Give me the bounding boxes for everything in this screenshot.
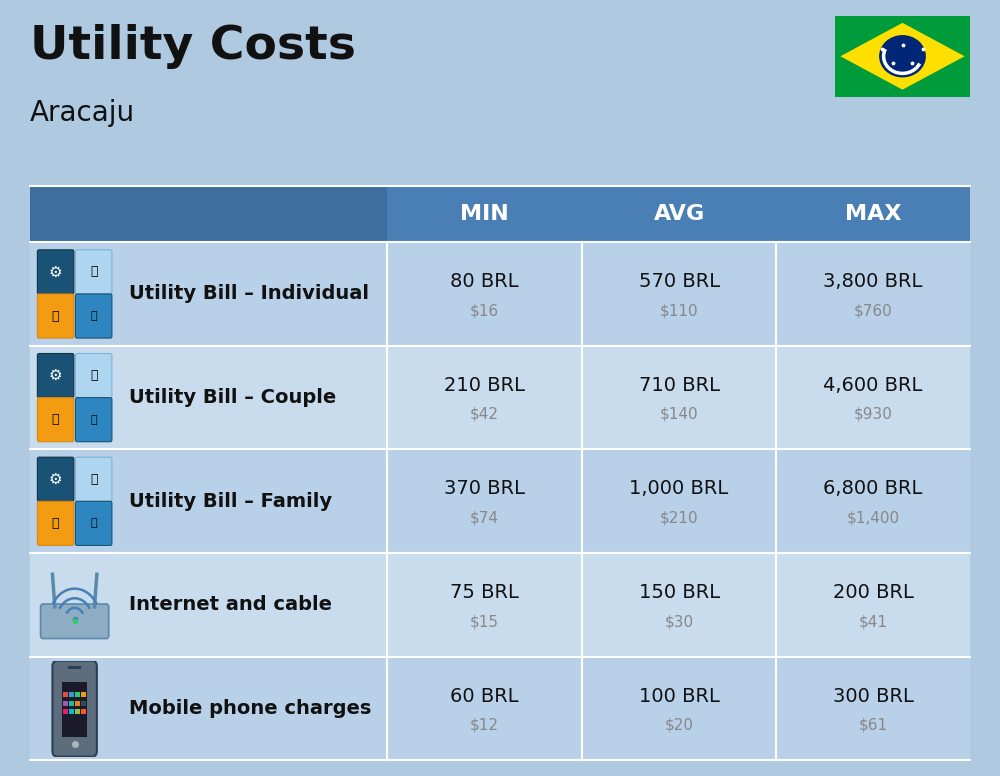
FancyBboxPatch shape: [37, 457, 74, 501]
Bar: [63, 692, 68, 697]
Text: 🐟: 🐟: [90, 311, 97, 321]
Text: MIN: MIN: [460, 204, 509, 224]
Bar: [75, 692, 80, 697]
Bar: [69, 692, 74, 697]
Bar: [81, 692, 86, 697]
Text: $61: $61: [859, 718, 888, 733]
Text: ⚙: ⚙: [49, 265, 62, 279]
Text: 1,000 BRL: 1,000 BRL: [629, 480, 729, 498]
Text: Mobile phone charges: Mobile phone charges: [129, 699, 372, 718]
FancyBboxPatch shape: [75, 294, 112, 338]
FancyBboxPatch shape: [37, 354, 74, 397]
Bar: [68, 667, 81, 670]
Text: 370 BRL: 370 BRL: [444, 480, 525, 498]
Text: Internet and cable: Internet and cable: [129, 595, 332, 615]
Text: $210: $210: [660, 511, 698, 525]
Text: 👤: 👤: [90, 369, 97, 382]
Text: $760: $760: [854, 303, 893, 318]
Bar: [69, 709, 74, 715]
Text: Utility Bill – Individual: Utility Bill – Individual: [129, 285, 369, 303]
Text: $930: $930: [854, 407, 893, 421]
Text: $110: $110: [660, 303, 698, 318]
Bar: [63, 709, 68, 715]
Bar: [69, 701, 74, 705]
Text: $1,400: $1,400: [847, 511, 900, 525]
FancyBboxPatch shape: [75, 501, 112, 546]
Text: 👤: 👤: [90, 265, 97, 279]
Text: Utility Bill – Family: Utility Bill – Family: [129, 492, 332, 511]
Text: 60 BRL: 60 BRL: [450, 687, 519, 705]
Text: 🔌: 🔌: [52, 310, 59, 323]
Text: $15: $15: [470, 614, 499, 629]
Text: 6,800 BRL: 6,800 BRL: [823, 480, 923, 498]
Bar: [30, 553, 970, 656]
Bar: [30, 346, 970, 449]
Bar: [81, 709, 86, 715]
Text: Utility Bill – Couple: Utility Bill – Couple: [129, 388, 337, 407]
Text: 150 BRL: 150 BRL: [639, 583, 720, 602]
Bar: [75, 709, 80, 715]
Text: 570 BRL: 570 BRL: [639, 272, 720, 291]
Text: 👤: 👤: [90, 473, 97, 486]
Bar: [63, 701, 68, 705]
Text: MAX: MAX: [845, 204, 901, 224]
Polygon shape: [840, 23, 965, 90]
Bar: [30, 656, 970, 760]
Text: $20: $20: [665, 718, 694, 733]
FancyBboxPatch shape: [75, 397, 112, 442]
Text: 🔌: 🔌: [52, 413, 59, 426]
Text: 210 BRL: 210 BRL: [444, 376, 525, 395]
FancyBboxPatch shape: [831, 12, 974, 100]
Text: $42: $42: [470, 407, 499, 421]
Text: 80 BRL: 80 BRL: [450, 272, 519, 291]
Text: $74: $74: [470, 511, 499, 525]
Text: 75 BRL: 75 BRL: [450, 583, 519, 602]
Text: AVG: AVG: [653, 204, 705, 224]
Text: 200 BRL: 200 BRL: [833, 583, 914, 602]
FancyBboxPatch shape: [52, 660, 97, 757]
Bar: [62, 682, 87, 737]
Text: ⚙: ⚙: [49, 472, 62, 487]
Text: 300 BRL: 300 BRL: [833, 687, 914, 705]
Text: 4,600 BRL: 4,600 BRL: [823, 376, 923, 395]
Bar: [30, 186, 970, 242]
Text: $140: $140: [660, 407, 698, 421]
FancyBboxPatch shape: [37, 397, 74, 442]
Text: $41: $41: [859, 614, 888, 629]
Text: $16: $16: [470, 303, 499, 318]
Bar: [81, 701, 86, 705]
Text: 🔌: 🔌: [52, 517, 59, 530]
FancyBboxPatch shape: [75, 250, 112, 294]
FancyBboxPatch shape: [37, 294, 74, 338]
FancyBboxPatch shape: [75, 354, 112, 397]
Text: $12: $12: [470, 718, 499, 733]
Text: $30: $30: [665, 614, 694, 629]
Text: Utility Costs: Utility Costs: [30, 24, 356, 69]
FancyBboxPatch shape: [41, 604, 109, 639]
Circle shape: [879, 35, 926, 78]
Text: 🐟: 🐟: [90, 518, 97, 528]
Text: Aracaju: Aracaju: [30, 99, 135, 126]
Bar: [75, 701, 80, 705]
Bar: [30, 449, 970, 553]
Text: 100 BRL: 100 BRL: [639, 687, 720, 705]
Text: 3,800 BRL: 3,800 BRL: [823, 272, 923, 291]
FancyBboxPatch shape: [75, 457, 112, 501]
Text: 🐟: 🐟: [90, 414, 97, 424]
Bar: [30, 186, 387, 242]
Text: 710 BRL: 710 BRL: [639, 376, 720, 395]
Text: ⚙: ⚙: [49, 368, 62, 383]
FancyBboxPatch shape: [37, 250, 74, 294]
FancyBboxPatch shape: [37, 501, 74, 546]
Bar: [30, 242, 970, 346]
